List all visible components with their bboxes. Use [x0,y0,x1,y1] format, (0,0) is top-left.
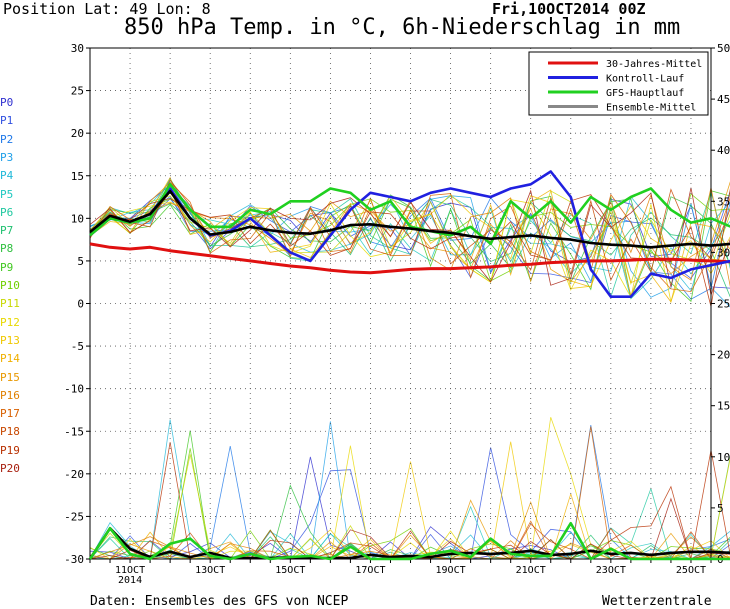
member-label-p3: P3 [0,150,14,164]
legend-entry: 30-Jahres-Mittel [606,59,702,70]
member-label-p15: P15 [0,370,20,384]
member-label-p11: P11 [0,297,20,311]
y-right-tick-label: 45 [717,93,730,106]
run-date: Fri,10OCT2014 00Z [492,0,646,18]
member-precip-line-p6 [89,487,730,560]
y-right-tick-label: 5 [717,502,724,515]
y-left-tick-label: 5 [77,255,84,268]
member-label-p6: P6 [0,205,14,219]
y-left-tick-label: -30 [64,553,84,566]
series-line-gfs-hauptlauf [89,183,730,246]
member-label-p18: P18 [0,425,20,439]
legend-entry: Kontroll-Lauf [606,74,684,85]
member-label-p7: P7 [0,224,14,238]
member-label-p5: P5 [0,187,14,201]
x-tick-label: 19OCT [436,565,466,576]
series-lines [88,170,730,561]
y-right-tick-label: 50 [717,42,730,55]
y-left-tick-label: -25 [64,510,84,523]
x-tick-label: 13OCT [195,565,225,576]
member-label-p19: P19 [0,443,20,457]
axes: 302520151050-5-10-15-20-25-3050454035302… [64,42,730,586]
legend-entry: Ensemble-Mittel [606,103,696,114]
member-precip-line-p8 [89,484,730,560]
series-line-30-jahres-mittel [89,242,730,275]
member-label-p0: P0 [0,96,14,109]
x-tick-label: 23OCT [596,565,626,576]
brand-label: Wetterzentrale [602,594,712,609]
member-precip-line-p19 [90,442,730,560]
member-label-p14: P14 [0,352,20,366]
position-label: Position Lat: 49 Lon: 8 [3,0,211,18]
x-tick-label: 21OCT [516,565,546,576]
y-right-tick-label: 15 [717,400,730,413]
y-left-tick-label: -5 [71,340,84,353]
member-label-p2: P2 [0,132,14,146]
member-label-p1: P1 [0,114,14,128]
member-precip-line-p15 [90,499,730,560]
series-line-ensemble-mittel [89,189,730,249]
member-label-p20: P20 [0,462,20,475]
member-label-p17: P17 [0,407,20,421]
y-left-tick-label: 0 [77,298,84,311]
x-tick-label: 11OCT [115,565,145,576]
member-precip-line-p14 [89,492,730,560]
legend-entry: GFS-Hauptlauf [606,88,684,99]
member-label-p10: P10 [0,279,20,292]
x-tick-label: 25OCT [676,565,706,576]
member-temp-line-p17 [89,181,730,293]
y-left-tick-label: 15 [71,170,84,183]
chart-title: 850 hPa Temp. in °C, 6h-Niederschlag in … [124,15,681,40]
y-right-tick-label: 30 [717,246,730,259]
member-temp-line-p12 [89,199,730,304]
ensemble-member-lines [89,176,730,560]
y-left-tick-label: 20 [71,127,84,140]
y-left-tick-label: -20 [64,468,84,481]
y-right-tick-label: 35 [717,195,730,208]
member-label-p12: P12 [0,315,20,329]
x-tick-label: 15OCT [275,565,305,576]
y-left-tick-label: 30 [71,42,84,55]
legend: 30-Jahres-Mittel Kontroll-Lauf GFS-Hauptla… [528,51,709,116]
x-tick-label: 17OCT [355,565,385,576]
y-left-tick-label: -10 [64,383,84,396]
series-line-ensemble-mittel-niederschlag [88,526,730,560]
y-right-tick-label: 25 [717,298,730,311]
y-right-tick-label: 20 [717,349,730,362]
y-right-tick-label: 40 [717,144,730,157]
member-label-p13: P13 [0,333,20,347]
series-line-gfs-hauptlauf-niederschlag [88,521,730,561]
member-label-p9: P9 [0,260,14,274]
member-label-p8: P8 [0,242,14,256]
member-precip-line-p13 [90,441,730,560]
member-label-p4: P4 [0,169,14,183]
y-left-tick-label: 10 [71,212,84,225]
x-year-label: 2014 [118,575,142,586]
grid-lines [90,48,711,559]
series-line-kontroll-lauf [89,170,730,299]
y-left-tick-label: -15 [64,425,84,438]
member-label-p16: P16 [0,388,20,402]
member-temp-line-p14 [89,176,730,303]
data-source: Daten: Ensembles des GFS von NCEP [90,594,349,609]
y-left-tick-label: 25 [71,85,84,98]
y-right-tick-label: 10 [717,451,730,464]
